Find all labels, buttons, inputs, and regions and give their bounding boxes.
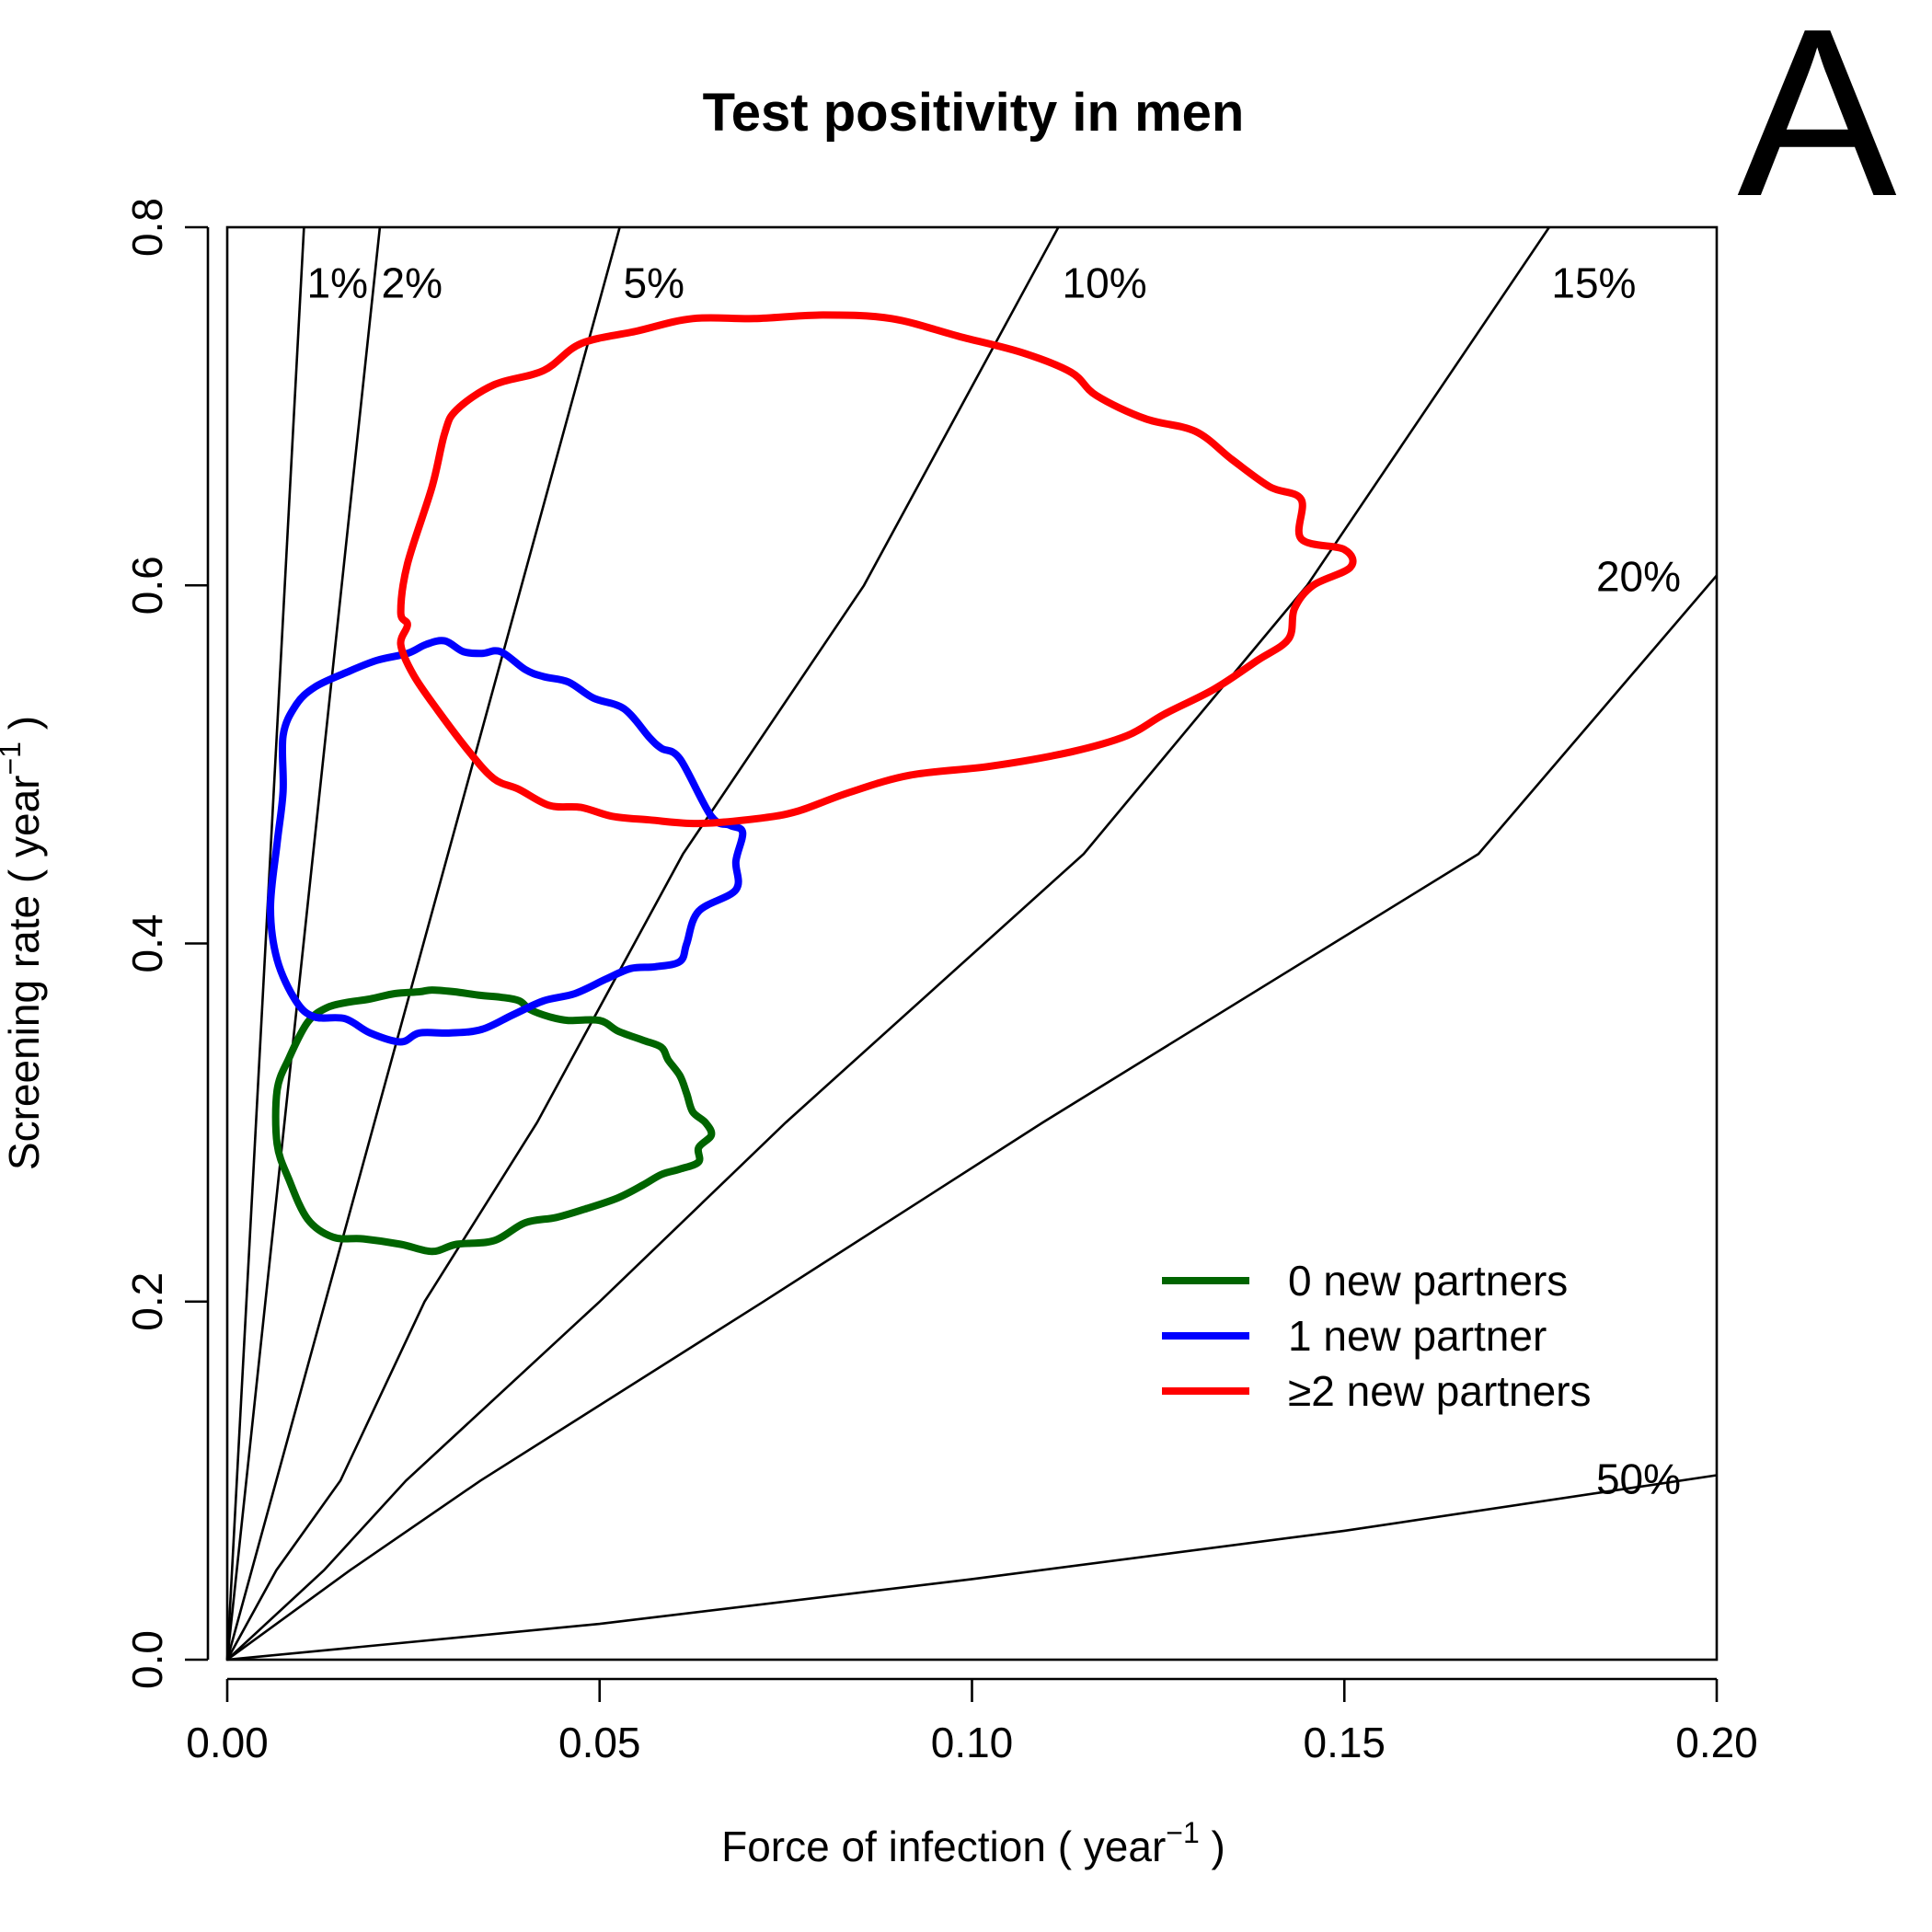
y-axis-label: Screening rate ( year−1 ) bbox=[0, 716, 48, 1170]
positivity-line-5 bbox=[226, 574, 1718, 1662]
x-tick-label-1: 0.05 bbox=[558, 1719, 641, 1766]
legend-item: 1 new partner bbox=[1162, 1312, 1547, 1360]
positivity-line-1 bbox=[225, 226, 382, 1661]
y-tick-label-0: 0.0 bbox=[123, 1630, 171, 1689]
y-tick-label-1: 0.2 bbox=[123, 1272, 171, 1331]
x-axis: 0.00 0.05 0.10 0.15 0.20 bbox=[186, 1677, 1758, 1766]
positivity-label-3: 10% bbox=[1063, 259, 1147, 306]
y-tick-label-4: 0.8 bbox=[123, 198, 171, 257]
positivity-lines bbox=[225, 226, 1718, 1662]
plot-frame bbox=[225, 225, 1719, 1662]
x-tick-label-4: 0.20 bbox=[1675, 1719, 1758, 1766]
x-tick-label-2: 0.10 bbox=[931, 1719, 1014, 1766]
y-axis: 0.0 0.2 0.4 0.6 0.8 bbox=[123, 198, 210, 1689]
positivity-label-6: 50% bbox=[1596, 1455, 1681, 1502]
legend-item: ≥2 new partners bbox=[1162, 1367, 1592, 1415]
contour-series bbox=[267, 311, 1357, 1256]
y-tick-label-2: 0.4 bbox=[123, 914, 171, 973]
positivity-line-2 bbox=[225, 226, 621, 1661]
legend-label-1: 1 new partner bbox=[1288, 1312, 1547, 1360]
x-tick-label-0: 0.00 bbox=[186, 1719, 269, 1766]
positivity-line-4 bbox=[226, 226, 1550, 1661]
chart-title: Test positivity in men bbox=[703, 83, 1245, 143]
positivity-label-2: 5% bbox=[624, 259, 684, 306]
positivity-line-0 bbox=[225, 226, 305, 1661]
positivity-line-3 bbox=[225, 226, 1060, 1661]
positivity-labels: 1% 2% 5% 10% 15% 20% 50% bbox=[307, 259, 1681, 1502]
contour-series-0 bbox=[271, 986, 716, 1256]
positivity-label-5: 20% bbox=[1596, 553, 1681, 601]
positivity-label-1: 2% bbox=[382, 259, 443, 306]
legend-item: 0 new partners bbox=[1162, 1257, 1568, 1305]
positivity-line-6 bbox=[226, 1474, 1718, 1662]
x-tick-label-3: 0.15 bbox=[1303, 1719, 1386, 1766]
x-axis-label: Force of infection ( year−1 ) bbox=[721, 1816, 1225, 1870]
legend-label-2: ≥2 new partners bbox=[1288, 1367, 1592, 1415]
legend: 0 new partners 1 new partner ≥2 new part… bbox=[1162, 1257, 1592, 1415]
positivity-label-0: 1% bbox=[307, 259, 368, 306]
legend-label-0: 0 new partners bbox=[1288, 1257, 1568, 1305]
positivity-label-4: 15% bbox=[1551, 259, 1636, 306]
contour-series-2 bbox=[397, 311, 1357, 828]
panel-label: A bbox=[1737, 0, 1898, 247]
contour-series-1 bbox=[267, 637, 747, 1046]
y-tick-label-3: 0.6 bbox=[123, 556, 171, 615]
